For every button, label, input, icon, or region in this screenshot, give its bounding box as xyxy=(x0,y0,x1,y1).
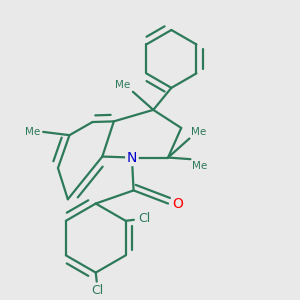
Text: Cl: Cl xyxy=(139,212,151,225)
Text: Me: Me xyxy=(191,127,206,137)
Text: Me: Me xyxy=(115,80,130,90)
Text: Cl: Cl xyxy=(91,284,104,297)
Text: N: N xyxy=(127,151,137,164)
Text: O: O xyxy=(172,196,183,211)
Text: Me: Me xyxy=(25,127,40,137)
Text: Me: Me xyxy=(192,161,207,171)
